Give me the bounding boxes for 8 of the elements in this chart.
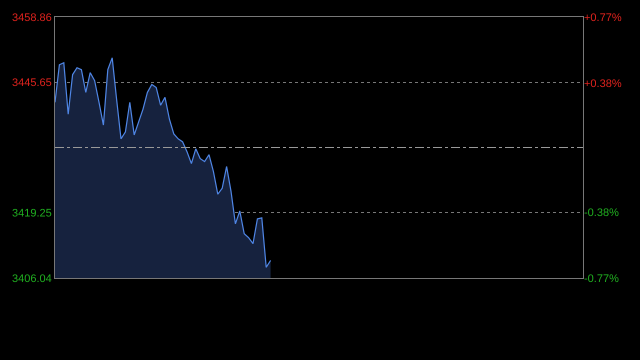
y2-tick-label: -0.77% [584, 272, 620, 285]
y2-tick-label: +0.38% [584, 78, 622, 90]
y2-tick-label: -0.38% [584, 206, 620, 219]
y2-tick-label: +0.77% [584, 12, 622, 24]
y-tick-label: 3458.86 [12, 12, 52, 24]
y-tick-label: 3419.25 [12, 208, 52, 220]
y-tick-label: 3406.04 [12, 272, 52, 285]
y-tick-label: 3445.65 [12, 77, 52, 90]
